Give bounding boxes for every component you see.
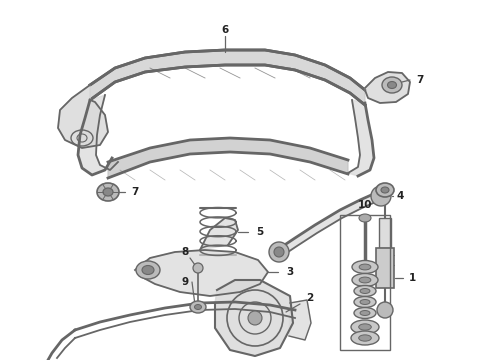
Polygon shape [58,85,108,148]
Circle shape [248,311,262,325]
Bar [379,218,391,248]
Polygon shape [200,218,238,250]
Ellipse shape [142,266,154,274]
Ellipse shape [376,183,394,197]
Ellipse shape [190,301,206,313]
Ellipse shape [359,214,371,222]
Ellipse shape [381,187,389,193]
Polygon shape [108,138,348,178]
Text: 3: 3 [286,267,294,277]
Circle shape [274,247,284,257]
Text: 7: 7 [131,187,139,197]
Ellipse shape [354,297,376,307]
Ellipse shape [359,324,371,330]
Polygon shape [90,50,365,105]
Text: 7: 7 [416,75,424,85]
Ellipse shape [359,335,371,341]
Text: 8: 8 [181,247,189,257]
Polygon shape [280,192,380,256]
Text: 10: 10 [358,200,372,210]
Ellipse shape [352,274,378,287]
Circle shape [377,302,393,318]
Ellipse shape [359,277,371,283]
Ellipse shape [360,300,370,305]
Text: 9: 9 [181,277,189,287]
Circle shape [269,242,289,262]
Text: 4: 4 [396,191,404,201]
Circle shape [193,263,203,273]
Polygon shape [78,95,118,175]
Ellipse shape [195,305,201,310]
Ellipse shape [136,261,160,279]
Text: 1: 1 [408,273,416,283]
Bar [376,248,394,288]
Ellipse shape [382,77,402,93]
Ellipse shape [97,183,119,201]
Ellipse shape [360,288,370,293]
Bar [340,215,390,350]
Ellipse shape [359,264,371,270]
Ellipse shape [354,285,376,297]
Polygon shape [348,100,374,176]
Polygon shape [215,280,293,356]
Ellipse shape [354,307,376,319]
Text: 5: 5 [256,227,264,237]
Ellipse shape [351,331,379,345]
Polygon shape [365,72,410,103]
Circle shape [371,186,391,206]
Ellipse shape [352,261,378,274]
Polygon shape [289,300,311,340]
Text: 6: 6 [221,25,229,35]
Ellipse shape [360,311,370,315]
Ellipse shape [103,188,113,196]
Polygon shape [135,250,268,296]
Ellipse shape [351,320,379,334]
Ellipse shape [388,81,396,89]
Text: 2: 2 [306,293,314,303]
